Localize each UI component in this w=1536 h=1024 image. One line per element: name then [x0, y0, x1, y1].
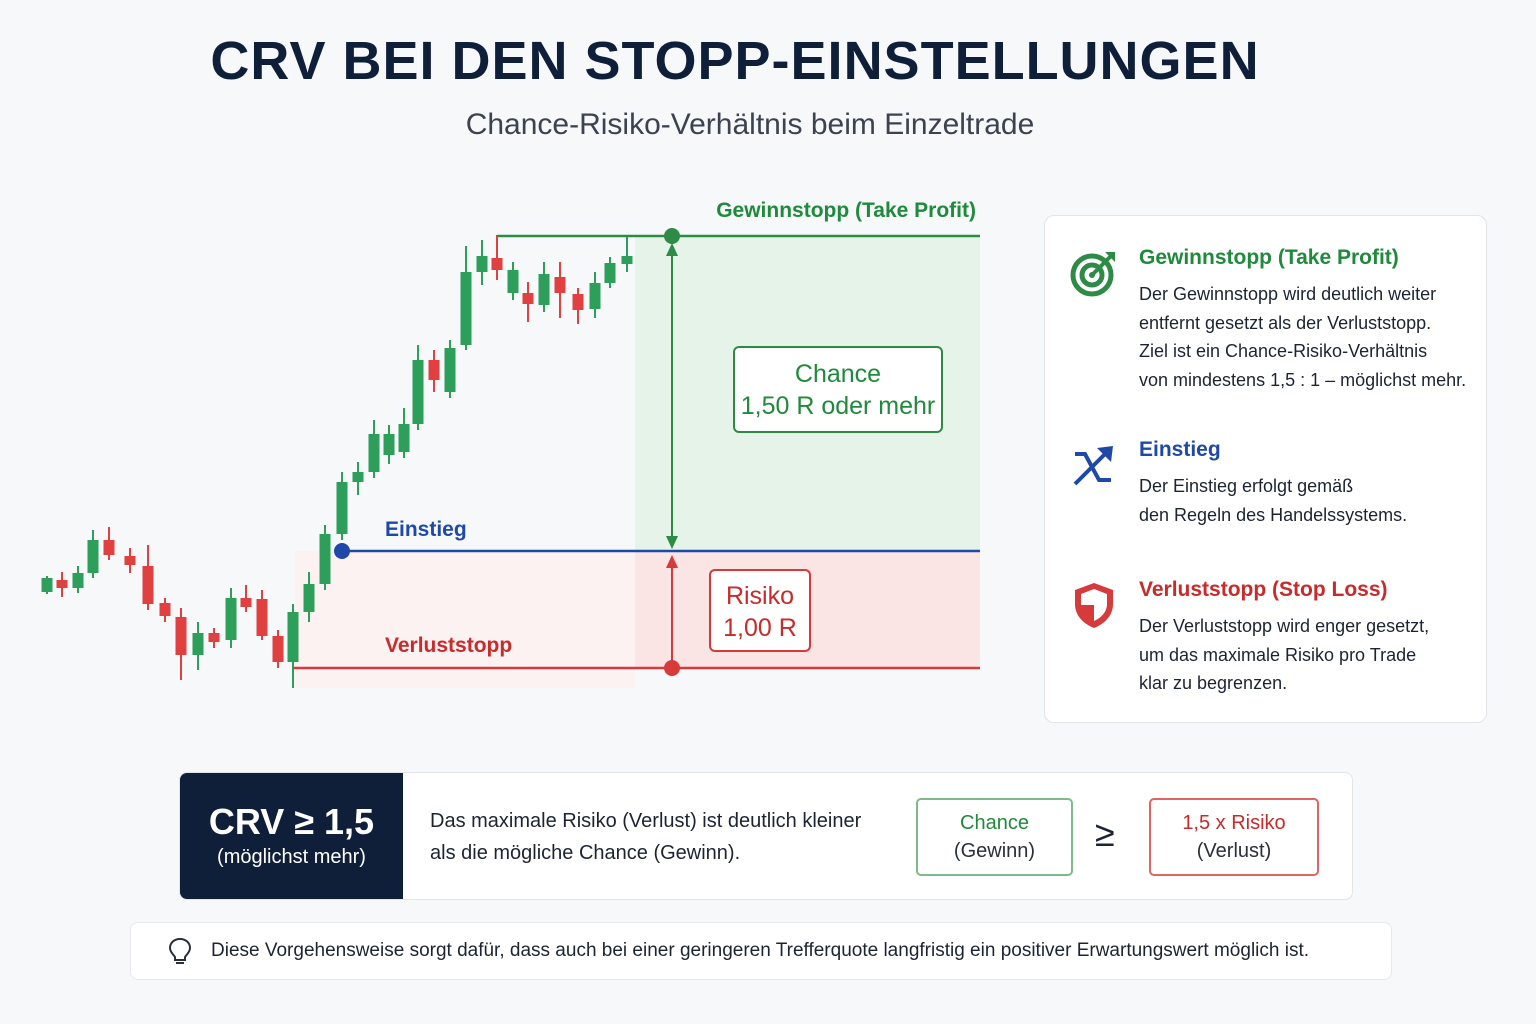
candle-body [142, 566, 154, 604]
entry-arrow-icon [1073, 446, 1113, 486]
candle-body [572, 294, 584, 310]
candle-body [240, 598, 252, 607]
lightbulb-icon [168, 937, 192, 964]
note-text: Diese Vorgehensweise sorgt dafür, dass a… [211, 940, 1310, 961]
candle-body [428, 360, 440, 380]
candle-body [287, 612, 299, 662]
chance-box-value: 1,50 R oder mehr [740, 392, 936, 420]
chance-box-title: Chance [794, 360, 882, 388]
risk-zone-light [295, 551, 635, 688]
candle-body [319, 534, 331, 584]
chance-gain-label: Chance [960, 812, 1029, 834]
take-profit-label: Gewinnstopp (Take Profit) [716, 199, 976, 222]
candle-body [56, 580, 68, 588]
info-line: von mindestens 1,5 : 1 – möglichst mehr. [1139, 369, 1467, 390]
info-line: den Regeln des Handelssystems. [1139, 504, 1408, 525]
candle-body [604, 263, 616, 283]
risk-box-title: Risiko [725, 582, 795, 610]
info-line: Ziel ist ein Chance-Risiko-Verhältnis [1139, 341, 1428, 361]
crv-badge: CRV ≥ 1,5 (möglichst mehr) [180, 773, 403, 899]
crv-description: Das maximale Risiko (Verlust) ist deutli… [430, 805, 861, 869]
trade-diagram: Gewinnstopp (Take Profit) Einstieg Verlu… [41, 199, 980, 688]
target-icon [1070, 252, 1115, 297]
candle-body [589, 283, 601, 309]
info-line: um das maximale Risiko pro Trade [1139, 644, 1417, 665]
risk-loss-label: 1,5 x Risiko [1182, 812, 1286, 834]
crv-panel: CRV ≥ 1,5 (möglichst mehr) Das maximale … [179, 772, 1353, 900]
info-card: Gewinnstopp (Take Profit) Der Gewinnstop… [1044, 215, 1487, 723]
candle-body [352, 472, 364, 482]
candle-body [124, 556, 136, 565]
chance-arrow-up [666, 243, 678, 256]
candle-body [412, 360, 424, 424]
info-line: klar zu begrenzen. [1139, 673, 1288, 693]
candle-body [192, 633, 204, 655]
candle-body [491, 258, 503, 270]
take-profit-marker [664, 228, 680, 244]
candle-body [87, 540, 99, 573]
candle-body [208, 633, 220, 642]
candle-body [256, 599, 268, 636]
page-subtitle: Chance-Risiko-Verhältnis beim Einzeltrad… [465, 108, 1035, 141]
candle-body [41, 578, 53, 592]
info-text: Der Verluststopp wird enger gesetzt, um … [1139, 612, 1429, 698]
note-banner: Diese Vorgehensweise sorgt dafür, dass a… [130, 922, 1392, 980]
risk-box-value: 1,00 R [723, 614, 797, 642]
candle-body [476, 256, 488, 272]
info-line: Der Einstieg erfolgt gemäß [1139, 476, 1354, 496]
candle-body [398, 424, 410, 452]
candle-body [175, 617, 187, 655]
candle-body [460, 272, 472, 345]
chance-gain-box: Chance (Gewinn) [916, 798, 1073, 876]
risk-loss-box: 1,5 x Risiko (Verlust) [1149, 798, 1319, 876]
stop-loss-label: Verluststopp [385, 634, 512, 657]
chance-gain-sub: (Gewinn) [953, 840, 1036, 862]
entry-label: Einstieg [385, 518, 467, 541]
candle-body [72, 573, 84, 588]
info-text: Der Gewinnstopp wird deutlich weiter ent… [1139, 280, 1466, 394]
info-text: Der Einstieg erfolgt gemäß den Regeln de… [1139, 472, 1407, 529]
info-heading: Gewinnstopp (Take Profit) [1139, 246, 1399, 269]
candle-body [444, 348, 456, 392]
candle-body [272, 636, 284, 662]
crv-description-line: als die mögliche Chance (Gewinn). [430, 842, 741, 864]
candle-body [225, 598, 237, 640]
stop-loss-marker [664, 660, 680, 676]
shield-icon [1075, 583, 1113, 628]
entry-marker [334, 543, 350, 559]
candle-body [522, 293, 534, 304]
info-line: Der Gewinnstopp wird deutlich weiter [1139, 284, 1437, 304]
candle-body [554, 277, 566, 293]
page-title: CRV BEI DEN STOPP-EINSTELLUNGEN [210, 31, 1260, 91]
candlestick-series [41, 235, 633, 688]
info-line: entfernt gesetzt als der Verluststopp. [1139, 312, 1432, 333]
crv-subtext: (möglichst mehr) [217, 846, 366, 868]
risk-loss-sub: (Verlust) [1196, 840, 1272, 862]
candle-body [621, 256, 633, 264]
candle-body [538, 274, 550, 305]
risk-box: Risiko 1,00 R [709, 569, 811, 652]
candle-body [159, 603, 171, 616]
info-line: Der Verluststopp wird enger gesetzt, [1139, 616, 1430, 636]
risk-arrow-up [666, 555, 678, 568]
candle-body [383, 434, 395, 455]
info-heading: Einstieg [1139, 438, 1221, 461]
candle-body [103, 540, 115, 555]
candle-body [368, 434, 380, 472]
candle-body [336, 482, 348, 534]
greater-equal-symbol: ≥ [1095, 813, 1115, 854]
chance-arrow-down [666, 536, 678, 549]
crv-description-line: Das maximale Risiko (Verlust) ist deutli… [430, 810, 862, 832]
candle-body [303, 584, 315, 612]
crv-value: CRV ≥ 1,5 [208, 801, 375, 842]
candle-body [507, 270, 519, 293]
chance-box: Chance 1,50 R oder mehr [733, 346, 943, 433]
info-heading: Verluststopp (Stop Loss) [1139, 578, 1388, 601]
